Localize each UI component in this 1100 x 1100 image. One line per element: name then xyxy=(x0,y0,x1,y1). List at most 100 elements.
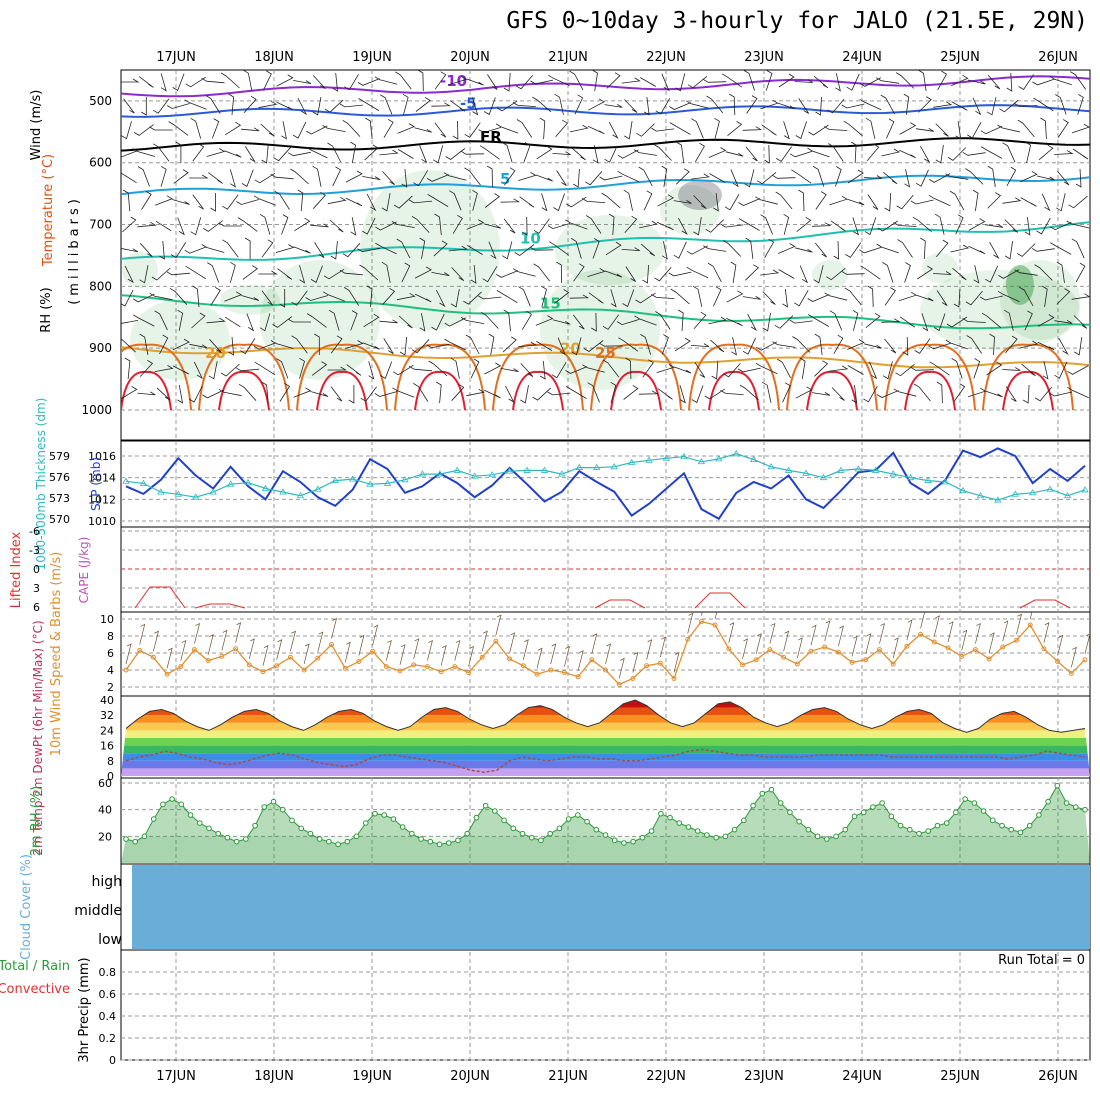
wind-marker xyxy=(589,657,595,663)
wind-barb-10m xyxy=(769,622,776,644)
wind-barb xyxy=(765,70,773,91)
wind-barb xyxy=(466,78,484,86)
wind-barb xyxy=(859,77,881,87)
wind-barb xyxy=(260,123,275,137)
thickness-marker xyxy=(174,490,183,497)
wind-barb xyxy=(254,172,276,184)
wind-barb xyxy=(1071,123,1090,134)
wind-barb xyxy=(229,169,236,188)
rh-marker xyxy=(464,830,470,837)
wind-barb xyxy=(920,237,926,260)
wind-barb xyxy=(833,240,840,260)
wind-barb-10m xyxy=(317,631,324,653)
wind-barb xyxy=(893,222,917,227)
wind-barb xyxy=(192,143,205,162)
wind-barb xyxy=(344,74,359,91)
wind-barb xyxy=(535,174,553,182)
wind-barb xyxy=(556,261,563,284)
wind-tick: 6 xyxy=(107,647,114,660)
wind-barb xyxy=(533,263,551,282)
wind-barb xyxy=(946,316,968,328)
wind-barb-10m xyxy=(851,635,858,657)
wind-barb xyxy=(426,174,449,182)
rh-marker xyxy=(897,822,904,829)
wind-barb-10m xyxy=(413,638,420,659)
wind-barb xyxy=(886,118,895,139)
wind-barb xyxy=(829,365,849,372)
pressure-axis-label: (millibars) xyxy=(67,195,82,305)
rh-marker xyxy=(722,833,729,840)
wind-barb xyxy=(314,242,325,258)
wind-barb xyxy=(547,223,571,230)
rh-shade xyxy=(360,170,500,330)
wind-barb xyxy=(274,191,290,210)
wind-barb xyxy=(791,169,812,184)
rh-marker xyxy=(224,834,231,841)
wind-barb xyxy=(159,334,169,355)
wind-barb xyxy=(121,386,138,399)
wind-barb xyxy=(175,141,182,163)
wind-barb xyxy=(807,147,830,158)
wind-barb xyxy=(623,385,639,400)
wind-axis-label: 10m Wind Speed & Barbs (m/s) xyxy=(49,552,64,757)
wind-barb xyxy=(235,367,260,372)
wind-marker xyxy=(438,669,444,675)
wind-barb xyxy=(668,271,692,277)
wind-barb xyxy=(238,383,257,401)
wind-barb xyxy=(156,387,171,401)
wind-barb xyxy=(813,265,824,284)
wind-barb xyxy=(910,366,934,371)
rh-marker xyxy=(381,812,387,818)
wind-marker xyxy=(356,659,362,664)
wind-barb xyxy=(972,189,979,211)
rh-marker xyxy=(1008,826,1015,833)
thickness-marker xyxy=(1046,485,1054,492)
wind-barb xyxy=(633,149,657,156)
date-label-top: 24JUN xyxy=(842,50,882,65)
wind-barb xyxy=(592,70,598,91)
wind-barb xyxy=(1019,340,1039,349)
wind-barb-10m xyxy=(1002,620,1009,642)
wind-barb xyxy=(132,148,156,157)
wind-barb xyxy=(1057,170,1070,186)
wind-barb xyxy=(587,382,600,403)
wind-barb xyxy=(1020,197,1037,207)
isotherm-25 xyxy=(688,343,780,410)
wind-barb xyxy=(602,314,620,330)
isotherm-30 xyxy=(904,370,956,410)
wind-barb xyxy=(450,357,460,379)
wind-barb xyxy=(1042,361,1049,380)
wind-barb xyxy=(952,267,967,281)
wind-barb xyxy=(777,102,796,110)
wind-marker xyxy=(603,667,608,673)
wind-barb xyxy=(997,124,1021,133)
wind-barb xyxy=(623,189,633,211)
wind-barb xyxy=(1005,335,1018,354)
wind-barb xyxy=(350,217,357,236)
wind-barb xyxy=(1037,175,1055,181)
wind-barb xyxy=(345,197,363,207)
wind-barb xyxy=(140,243,153,258)
wind-barb xyxy=(431,313,445,331)
wind-marker xyxy=(918,631,924,637)
cloud-level-label: low xyxy=(98,932,122,948)
wind-barb xyxy=(517,341,538,348)
pressure-tick: 900 xyxy=(89,341,112,355)
rh-tick: 20 xyxy=(98,830,112,843)
wind-barb xyxy=(380,361,393,379)
wind-barb xyxy=(177,385,184,404)
wind-marker xyxy=(835,649,841,655)
wind-barb xyxy=(987,192,1002,209)
wind-barb xyxy=(1071,238,1085,259)
wind-barb xyxy=(431,102,451,107)
dewpoint-series xyxy=(125,748,1086,773)
wind-barb xyxy=(776,358,791,379)
wind-barb-10m xyxy=(166,647,173,669)
wind-barb xyxy=(730,261,737,283)
date-label-top: 17JUN xyxy=(156,50,196,65)
wind-marker xyxy=(931,639,937,645)
wind-barb xyxy=(270,340,294,349)
wind-barb xyxy=(434,213,442,236)
wind-barb xyxy=(357,78,380,86)
wind-barb xyxy=(330,335,343,354)
